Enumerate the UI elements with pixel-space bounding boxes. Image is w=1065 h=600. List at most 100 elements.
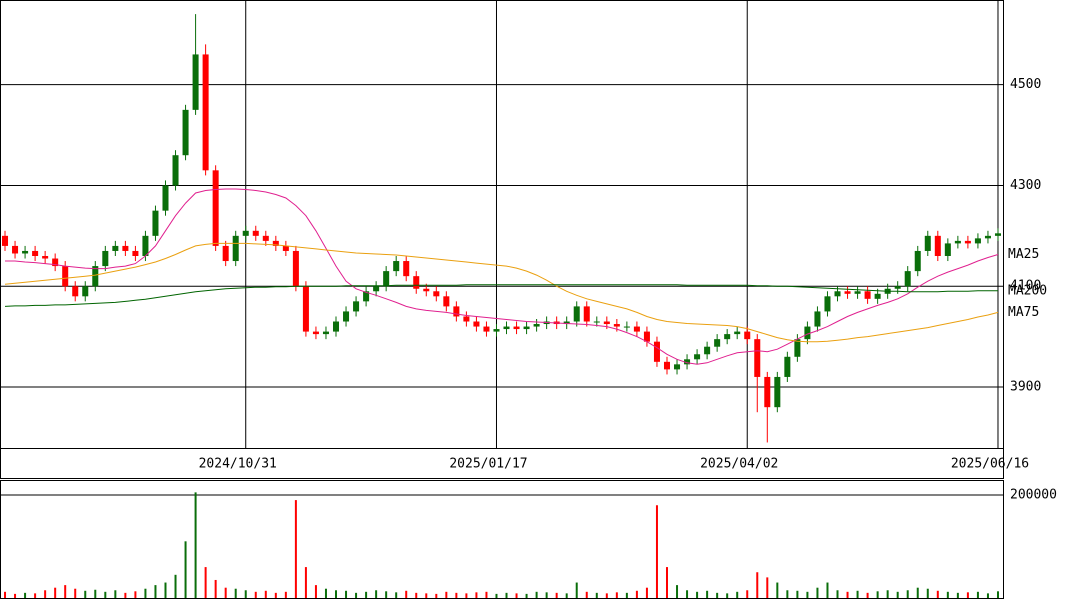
candle-body [874,293,881,299]
volume-bar [806,591,809,598]
volume-bar [736,591,739,598]
candle-body [944,243,951,256]
volume-bar [405,590,408,598]
candle-body [152,210,159,236]
price-panel [0,0,1004,449]
volume-bar [4,591,7,598]
volume-bar [284,591,287,598]
volume-bar [495,593,498,598]
volume-bar [906,590,909,598]
candle-body [423,288,430,292]
candle-body [734,331,741,335]
candle-body [503,326,510,330]
volume-bar [355,592,358,598]
volume-bar [956,592,959,598]
volume-bar [635,590,638,598]
volume-bar [214,579,217,598]
volume-bar [575,582,578,598]
candle-body [694,354,701,360]
volume-bar [274,592,277,598]
volume-bar [916,587,919,598]
volume-bar [174,574,177,598]
candle-body [112,245,119,251]
candle-body [794,339,801,357]
volume-bar [34,593,37,598]
volume-bar [144,588,147,598]
volume-bar [716,592,719,598]
volume-bar [94,589,97,598]
legend-label: MA25 [1008,247,1039,262]
candle-body [443,296,450,307]
candle-body [784,356,791,377]
candle-body [994,233,1001,236]
candle-body [864,291,871,299]
date-strip [0,448,1004,479]
volume-bar [475,592,478,598]
candle-body [934,235,941,256]
candle-body [42,256,49,259]
candle-body [72,286,79,297]
volume-bar [896,591,899,598]
volume-bar [996,591,999,598]
candle-body [2,235,9,246]
candle-body [62,266,69,287]
volume-bar [926,588,929,598]
candle-body [513,326,520,330]
volume-bar [976,591,979,598]
candle-body [964,240,971,244]
volume-bar [314,585,317,598]
volume-bar [44,590,47,598]
candle-body [583,306,590,322]
volume-bar [686,590,689,598]
candle-body [774,376,781,408]
volume-bar [555,592,558,598]
volume-bar [615,592,618,598]
volume-bar [816,587,819,598]
candle-body [22,250,29,254]
candle-body [894,286,901,289]
volume-bar [375,590,378,598]
candle-body [262,235,269,241]
volume-bar [104,591,107,598]
volume-bar [64,585,67,598]
candle-body [563,321,570,325]
volume-bar [224,587,227,598]
volume-bar [756,572,759,598]
volume-bar [124,592,127,598]
candle-body [353,301,360,312]
candle-body [704,346,711,355]
candle-body [744,331,751,340]
candle-body [533,324,540,327]
candle-body [824,296,831,312]
volume-bar [385,591,388,598]
volume-bar [54,587,57,598]
candle-body [674,364,681,370]
candle-body [272,240,279,246]
volume-bar [706,590,709,598]
candle-body [473,321,480,327]
volume-bar [294,500,297,598]
y-tick-label: 4300 [1010,178,1041,193]
x-tick-label: 2025/06/16 [951,457,1029,472]
candle-body [523,326,530,330]
candle-body [32,250,39,256]
volume-bar [696,591,699,598]
volume-bar [605,593,608,598]
volume-bar [455,592,458,598]
volume-bar [525,593,528,598]
candle-body [714,339,721,347]
volume-bar [776,582,779,598]
candle-body [453,306,460,317]
volume-bar [515,593,518,598]
volume-bar [665,567,668,598]
candle-body [593,321,600,323]
candle-body [974,238,981,244]
volume-bar [254,591,257,598]
volume-bar [14,593,17,598]
candle-body [854,291,861,294]
volume-bar [886,590,889,598]
candle-body [373,286,380,292]
candle-body [844,291,851,294]
volume-bar [585,591,588,598]
candle-body [483,326,490,332]
